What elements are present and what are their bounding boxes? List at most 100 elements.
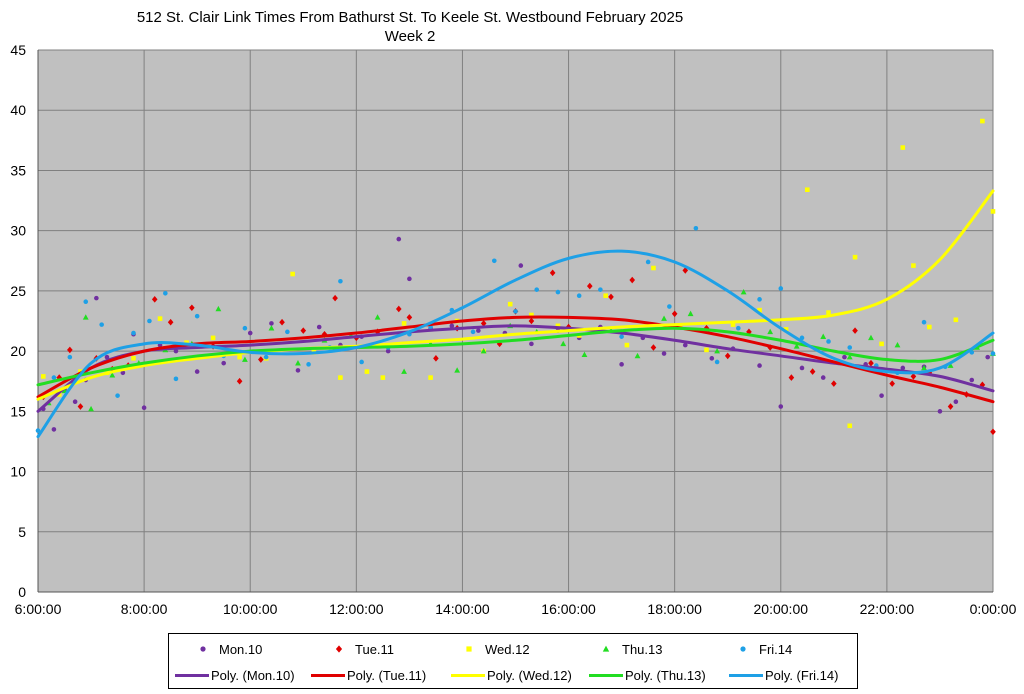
y-tick-label: 40 [10,102,26,118]
data-point [215,305,222,312]
data-point [826,339,831,344]
data-point [846,354,853,360]
x-tick-label: 12:00:00 [329,601,384,617]
data-point [714,348,721,354]
data-point [67,346,73,354]
data-point [72,399,78,404]
data-point [109,372,116,378]
data-point [868,334,874,341]
x-tick-label: 0:00:00 [970,601,1017,617]
data-point [258,356,264,363]
data-point [401,321,407,326]
data-point [51,375,57,380]
data-point [560,340,567,347]
data-point [667,304,672,309]
data-point [433,355,439,362]
data-point [650,344,657,351]
data-point [990,209,996,214]
data-point [476,328,481,333]
y-tick-label: 35 [10,162,26,178]
legend-marker [740,646,746,652]
data-point [406,314,413,321]
data-point [793,343,800,349]
data-point [953,399,959,404]
legend-line [729,673,763,677]
data-point [826,310,831,315]
data-point [35,428,41,433]
data-point [77,403,84,410]
trendline [36,189,995,401]
data-point [900,145,906,150]
data-point [629,276,636,284]
data-point [338,278,343,284]
tick-labels: 0 5 10 15 20 25 30 35 40 45 6:00:00 8:00:00 10:00:00… [10,42,1016,617]
data-point [799,365,805,371]
data-point [306,362,311,367]
data-point [947,403,954,410]
y-tick-label: 45 [10,42,26,58]
data-point [724,352,731,360]
data-point [529,312,534,318]
data-point [980,118,985,124]
data-point [879,341,884,347]
data-point [979,381,986,389]
chart-title: 512 St. Clair Link Times From Bathurst S… [136,9,684,26]
data-point [279,318,285,326]
data-point [947,362,954,368]
data-point [194,313,200,319]
data-point [88,405,94,412]
data-point [783,327,789,332]
data-point [94,295,99,301]
data-point [194,369,200,374]
data-point [911,263,916,268]
x-tick-label: 8:00:00 [121,601,168,617]
data-point [693,225,699,231]
data-point [99,322,104,327]
data-point [730,322,736,327]
data-point [269,321,274,326]
data-point [598,287,603,292]
legend-label: Fri.14 [759,641,793,657]
legend-label: Thu.13 [622,641,663,657]
legend-label: Poly. (Fri.14) [765,667,839,683]
data-point [868,359,874,367]
legend-item: Poly. (Fri.14) [729,662,838,688]
data-point [316,324,322,330]
y-tick-label: 10 [10,464,26,480]
data-point [157,316,163,321]
data-point [746,328,752,336]
data-point [131,330,136,336]
x-tick-label: 22:00:00 [860,601,915,617]
data-point [236,377,243,385]
data-point [634,352,641,359]
data-point [894,341,901,348]
data-point [900,365,906,371]
data-point [852,254,858,260]
x-tick-label: 16:00:00 [541,601,596,617]
data-point [805,187,810,193]
data-point [778,404,784,409]
data-point [555,323,561,329]
data-point [51,427,57,432]
data-point [555,289,561,295]
data-point [470,329,476,335]
plot-area [38,50,993,592]
data-point [167,318,174,326]
data-point [395,305,402,313]
data-point [104,354,110,360]
data-point [608,293,614,301]
legend-item: Wed.12 [457,636,530,662]
data-point [576,293,582,299]
data-point [645,259,651,265]
data-point [990,351,996,356]
y-tick-label: 30 [10,223,26,239]
data-point [147,318,152,324]
data-point [990,428,996,436]
chart-plot: 0 5 10 15 20 25 30 35 40 45 6:00:00 8:00:00 10:00:00… [10,42,1016,617]
data-point [788,374,795,381]
x-tick-label: 10:00:00 [223,601,278,617]
data-point [141,405,147,411]
legend-item: Poly. (Thu.13) [589,662,706,688]
data-point [41,374,46,379]
y-tick-label: 15 [10,403,26,419]
